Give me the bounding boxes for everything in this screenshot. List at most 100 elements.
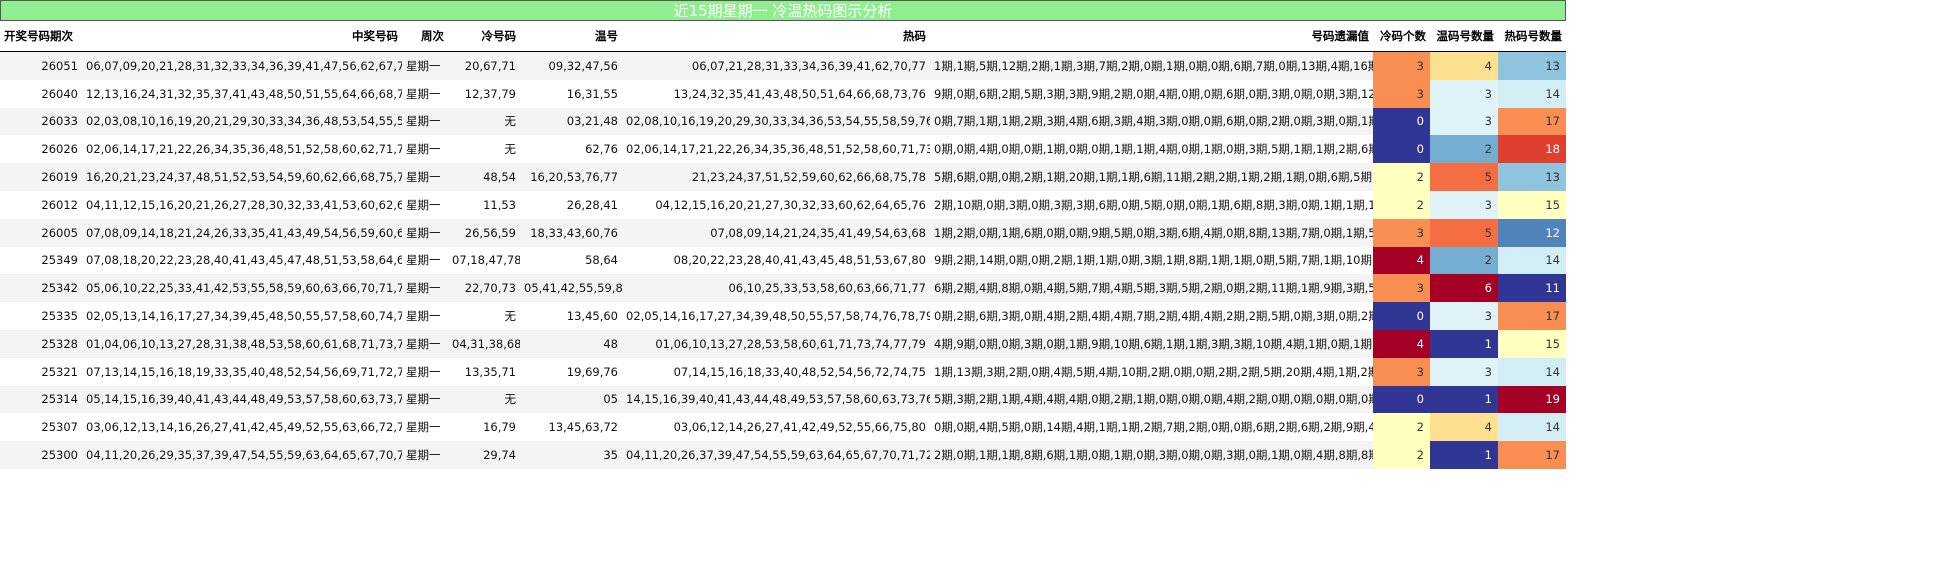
column-header: 冷号码 xyxy=(448,21,520,52)
hot-numbers: 06,10,25,33,53,58,60,63,66,71,77 xyxy=(622,274,930,303)
winning-numbers: 07,13,14,15,16,18,19,33,35,40,48,52,54,5… xyxy=(82,357,402,386)
issue: 25321 xyxy=(0,357,82,386)
cold-numbers: 20,67,71 xyxy=(448,51,520,80)
warm-numbers: 19,69,76 xyxy=(520,357,622,386)
warm-count: 2 xyxy=(1430,135,1498,164)
weekday: 星期一 xyxy=(402,163,448,191)
weekday: 星期一 xyxy=(402,107,448,136)
table-row: 25328 01,04,06,10,13,27,28,31,38,48,53,58… xyxy=(0,329,1566,358)
cold-numbers: 无 xyxy=(448,385,520,414)
warm-numbers: 48 xyxy=(520,329,622,358)
warm-numbers: 16,31,55 xyxy=(520,79,622,108)
cold-count: 0 xyxy=(1373,135,1430,164)
issue: 26012 xyxy=(0,190,82,219)
warm-numbers: 13,45,63,72 xyxy=(520,413,622,442)
weekday: 星期一 xyxy=(402,274,448,303)
miss-values: 0期,7期,1期,1期,2期,3期,4期,6期,3期,4期,3期,0期,0期,6… xyxy=(930,107,1373,136)
miss-values: 4期,9期,0期,0期,3期,0期,1期,9期,10期,6期,1期,1期,3期,… xyxy=(930,329,1373,358)
winning-numbers: 01,04,06,10,13,27,28,31,38,48,53,58,60,6… xyxy=(82,329,402,358)
miss-values: 5期,6期,0期,0期,2期,1期,20期,1期,1期,6期,11期,2期,2期… xyxy=(930,163,1373,191)
cold-numbers: 无 xyxy=(448,107,520,136)
weekday: 星期一 xyxy=(402,441,448,469)
hot-count: 17 xyxy=(1498,441,1566,469)
column-header: 冷码个数 xyxy=(1373,21,1430,52)
miss-values: 1期,13期,3期,2期,0期,4期,5期,4期,10期,2期,0期,0期,2期… xyxy=(930,357,1373,386)
hot-numbers: 02,06,14,17,21,22,26,34,35,36,48,51,52,5… xyxy=(622,135,930,164)
warm-count: 3 xyxy=(1430,302,1498,330)
column-header: 热码号数量 xyxy=(1498,21,1566,52)
table-row: 25349 07,08,18,20,22,23,28,40,41,43,45,47… xyxy=(0,246,1566,275)
hot-numbers: 02,05,14,16,17,27,34,39,48,50,55,57,58,7… xyxy=(622,302,930,330)
issue: 25300 xyxy=(0,441,82,469)
weekday: 星期一 xyxy=(402,190,448,219)
weekday: 星期一 xyxy=(402,413,448,442)
cold-count: 4 xyxy=(1373,329,1430,358)
table-row: 26005 07,08,09,14,18,21,24,26,33,35,41,43… xyxy=(0,218,1566,247)
cold-numbers: 29,74 xyxy=(448,441,520,469)
hot-numbers: 14,15,16,39,40,41,43,44,48,49,53,57,58,6… xyxy=(622,385,930,414)
table-body: 26051 06,07,09,20,21,28,31,32,33,34,36,39… xyxy=(0,51,1566,469)
winning-numbers: 07,08,18,20,22,23,28,40,41,43,45,47,48,5… xyxy=(82,246,402,275)
issue: 25314 xyxy=(0,385,82,414)
winning-numbers: 06,07,09,20,21,28,31,32,33,34,36,39,41,4… xyxy=(82,51,402,80)
warm-numbers: 09,32,47,56 xyxy=(520,51,622,80)
hot-numbers: 07,08,09,14,21,24,35,41,49,54,63,68 xyxy=(622,218,930,247)
cold-count: 3 xyxy=(1373,51,1430,80)
column-header: 开奖号码期次 xyxy=(0,21,82,52)
miss-values: 0期,0期,4期,0期,0期,1期,0期,0期,1期,1期,4期,0期,1期,0… xyxy=(930,135,1373,164)
issue: 26051 xyxy=(0,51,82,80)
hot-numbers: 21,23,24,37,51,52,59,60,62,66,68,75,78 xyxy=(622,163,930,191)
hot-count: 14 xyxy=(1498,357,1566,386)
warm-count: 3 xyxy=(1430,190,1498,219)
issue: 26005 xyxy=(0,218,82,247)
hot-numbers: 04,12,15,16,20,21,27,30,32,33,60,62,64,6… xyxy=(622,190,930,219)
miss-values: 9期,2期,14期,0期,0期,2期,1期,1期,0期,3期,1期,8期,1期,… xyxy=(930,246,1373,275)
hot-count: 19 xyxy=(1498,385,1566,414)
winning-numbers: 05,14,15,16,39,40,41,43,44,48,49,53,57,5… xyxy=(82,385,402,414)
winning-numbers: 03,06,12,13,14,16,26,27,41,42,45,49,52,5… xyxy=(82,413,402,442)
weekday: 星期一 xyxy=(402,302,448,330)
hot-count: 13 xyxy=(1498,51,1566,80)
title: 近15期星期一 冷温热码图示分析 xyxy=(0,0,1566,21)
warm-numbers: 13,45,60 xyxy=(520,302,622,330)
winning-numbers: 02,03,08,10,16,19,20,21,29,30,33,34,36,4… xyxy=(82,107,402,136)
column-header: 温码号数量 xyxy=(1430,21,1498,52)
weekday: 星期一 xyxy=(402,51,448,80)
hot-numbers: 07,14,15,16,18,33,40,48,52,54,56,72,74,7… xyxy=(622,357,930,386)
weekday: 星期一 xyxy=(402,218,448,247)
cold-count: 2 xyxy=(1373,190,1430,219)
cold-count: 3 xyxy=(1373,274,1430,303)
cold-count: 0 xyxy=(1373,385,1430,414)
cold-numbers: 13,35,71 xyxy=(448,357,520,386)
cold-numbers: 12,37,79 xyxy=(448,79,520,108)
miss-values: 6期,2期,4期,8期,0期,4期,5期,7期,4期,5期,3期,5期,2期,0… xyxy=(930,274,1373,303)
cold-count: 2 xyxy=(1373,163,1430,191)
table-row: 25335 02,05,13,14,16,17,27,34,39,45,48,50… xyxy=(0,302,1566,330)
winning-numbers: 02,06,14,17,21,22,26,34,35,36,48,51,52,5… xyxy=(82,135,402,164)
cold-numbers: 22,70,73 xyxy=(448,274,520,303)
hot-count: 13 xyxy=(1498,163,1566,191)
warm-count: 1 xyxy=(1430,441,1498,469)
column-header: 号码遗漏值 xyxy=(930,21,1373,52)
weekday: 星期一 xyxy=(402,329,448,358)
weekday: 星期一 xyxy=(402,135,448,164)
column-header: 温号 xyxy=(520,21,622,52)
issue: 25335 xyxy=(0,302,82,330)
cold-count: 4 xyxy=(1373,246,1430,275)
table-row: 26040 12,13,16,24,31,32,35,37,41,43,48,50… xyxy=(0,79,1566,108)
issue: 25349 xyxy=(0,246,82,275)
column-header: 中奖号码 xyxy=(82,21,402,52)
miss-values: 2期,10期,0期,3期,0期,3期,3期,6期,0期,5期,0期,0期,1期,… xyxy=(930,190,1373,219)
table-row: 26026 02,06,14,17,21,22,26,34,35,36,48,51… xyxy=(0,135,1566,164)
weekday: 星期一 xyxy=(402,246,448,275)
table-row: 25321 07,13,14,15,16,18,19,33,35,40,48,52… xyxy=(0,357,1566,386)
warm-numbers: 26,28,41 xyxy=(520,190,622,219)
weekday: 星期一 xyxy=(402,385,448,414)
warm-count: 4 xyxy=(1430,51,1498,80)
warm-count: 1 xyxy=(1430,385,1498,414)
hot-numbers: 13,24,32,35,41,43,48,50,51,64,66,68,73,7… xyxy=(622,79,930,108)
hot-count: 11 xyxy=(1498,274,1566,303)
cold-count: 0 xyxy=(1373,302,1430,330)
cold-count: 3 xyxy=(1373,218,1430,247)
